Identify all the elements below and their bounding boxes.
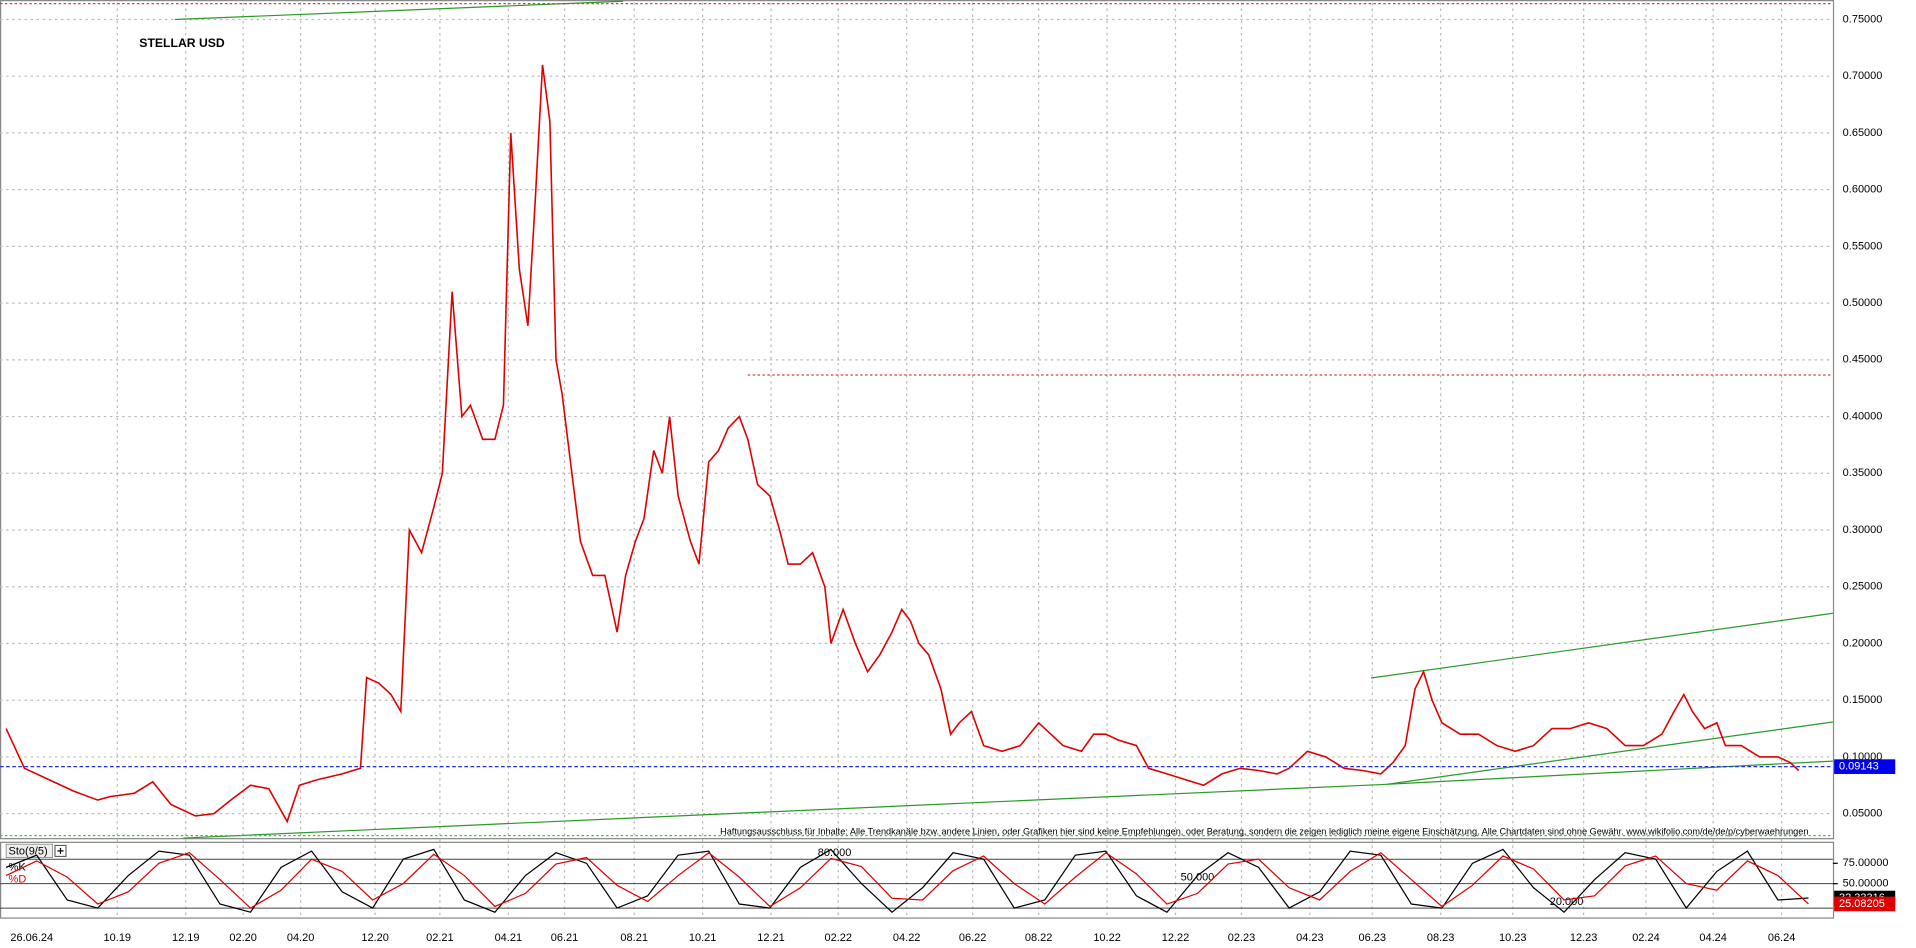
y-tick-label: 0.60000 (1843, 184, 1883, 196)
y-tick-label: 0.05000 (1843, 808, 1883, 820)
data-line (5, 848, 1809, 914)
x-tick-label: 10.22 (1093, 932, 1121, 944)
level-label: 20.000 (1550, 896, 1584, 908)
trend-line (183, 783, 1387, 839)
y-tick-label: 75.00000 (1843, 857, 1889, 869)
x-tick-label: 06.21 (551, 932, 579, 944)
level-label: 50.000 (1181, 871, 1215, 883)
stochastic-frame (0, 841, 1835, 919)
y-tick-label: 0.70000 (1843, 70, 1883, 82)
y-tick-label: 50.00000 (1843, 878, 1889, 890)
x-tick-label: 08.22 (1025, 932, 1053, 944)
x-tick-label: 12.23 (1570, 932, 1598, 944)
y-tick-label: 0.25000 (1843, 581, 1883, 593)
x-tick-label: 12.19 (172, 932, 200, 944)
y-tick-label: 0.35000 (1843, 467, 1883, 479)
trend-line (1386, 721, 1833, 785)
x-tick-label: 02.23 (1228, 932, 1256, 944)
data-line (5, 64, 1800, 824)
chart-title: STELLAR USD (139, 36, 225, 50)
x-tick-label: 04.22 (893, 932, 921, 944)
last-value-label: 0.09143 (1839, 761, 1879, 773)
x-tick-label: 10.19 (104, 932, 132, 944)
y-tick-label: 0.45000 (1843, 354, 1883, 366)
x-tick-label: 12.22 (1162, 932, 1190, 944)
disclaimer: Haftungsausschluss für Inhalte: Alle Tre… (720, 826, 1808, 836)
x-tick-label: 02.22 (824, 932, 852, 944)
last-value-box (1834, 759, 1896, 774)
x-tick-label: 02.21 (426, 932, 454, 944)
x-tick-label: 02.24 (1632, 932, 1660, 944)
x-tick-label: 08.21 (620, 932, 648, 944)
y-tick-label: 0.65000 (1843, 127, 1883, 139)
x-tick-label: 04.21 (495, 932, 523, 944)
x-tick-label: 06.23 (1358, 932, 1386, 944)
plus-icon (57, 847, 64, 854)
y-tick-label: 0.20000 (1843, 637, 1883, 649)
value-box (1834, 896, 1896, 912)
x-tick-label: 02.20 (229, 932, 257, 944)
x-tick-label: 10.21 (689, 932, 717, 944)
x-tick-label: 04.24 (1699, 932, 1727, 944)
trend-line (1386, 760, 1833, 785)
y-tick-label: 0.75000 (1843, 13, 1883, 25)
value-label: 25.08205 (1839, 898, 1885, 910)
x-tick-label: 04.23 (1296, 932, 1324, 944)
x-tick-label: 06.24 (1768, 932, 1796, 944)
panel-title: Sto(9/5) (9, 845, 48, 857)
data-line (5, 851, 1809, 909)
trend-line (1370, 612, 1833, 679)
price-frame (0, 0, 1835, 840)
x-tick-label: 04.20 (287, 932, 315, 944)
x-tick-label: 12.20 (361, 932, 389, 944)
y-tick-label: 0.10000 (1843, 751, 1883, 763)
x-tick-label: 06.22 (959, 932, 987, 944)
y-tick-label: 0.40000 (1843, 410, 1883, 422)
y-tick-label: 0.50000 (1843, 297, 1883, 309)
legend-entry: %D (9, 873, 27, 885)
legend-entry: %K (9, 861, 27, 873)
y-tick-label: 0.15000 (1843, 694, 1883, 706)
date-label: 26.06.24 (10, 932, 53, 944)
trend-lines (174, 0, 1833, 839)
x-tick-label: 08.23 (1427, 932, 1455, 944)
y-tick-label: 0.55000 (1843, 240, 1883, 252)
x-tick-label: 12.21 (757, 932, 785, 944)
y-tick-label: 0.30000 (1843, 524, 1883, 536)
x-tick-label: 10.23 (1499, 932, 1527, 944)
